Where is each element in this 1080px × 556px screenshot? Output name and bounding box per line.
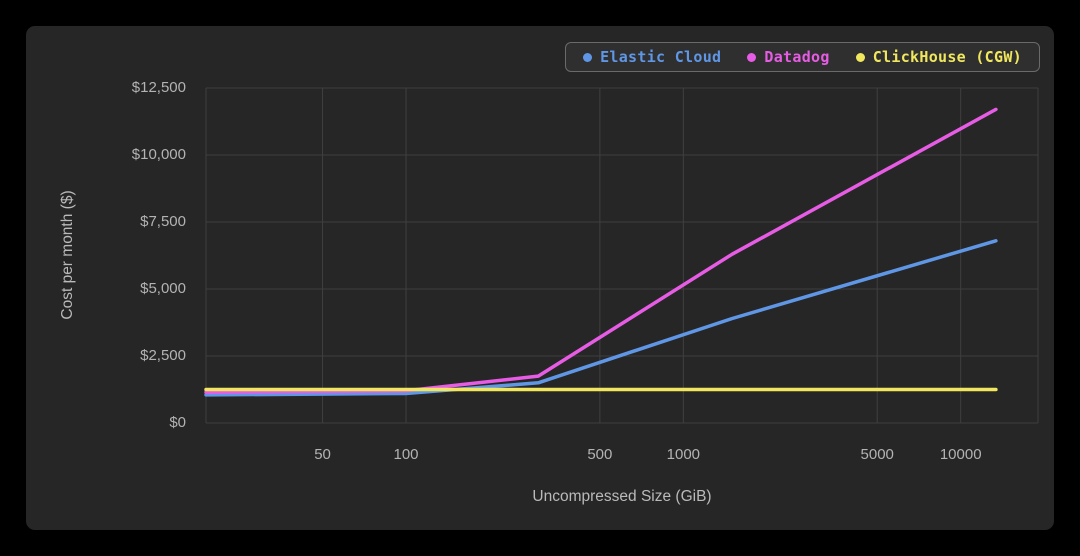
series-line-elastic-cloud <box>204 239 998 397</box>
legend-dot-clickhouse-cgw <box>855 52 865 62</box>
x-tick-label: 5000 <box>860 446 894 463</box>
y-tick-label: $2,500 <box>140 347 186 364</box>
legend-dot-datadog <box>747 52 757 62</box>
y-tick-label: $12,500 <box>131 79 186 96</box>
legend-item-elastic-cloud[interactable]: Elastic Cloud <box>583 48 721 66</box>
legend: Elastic Cloud Datadog ClickHouse (CGW) <box>565 42 1040 72</box>
plot-area <box>204 87 1039 424</box>
y-tick-label: $7,500 <box>140 213 186 230</box>
legend-item-datadog[interactable]: Datadog <box>747 48 829 66</box>
x-tick-label: 1000 <box>666 446 701 463</box>
y-axis-title: Cost per month ($) <box>59 190 76 320</box>
x-tick-label: 10000 <box>939 446 982 463</box>
y-tick-label: $10,000 <box>131 146 186 163</box>
y-tick-label: $0 <box>169 414 186 431</box>
x-tick-label: 50 <box>314 446 331 463</box>
chart-card: $0 $2,500 $5,000 $7,500 $10,000 $12,500 50 100… <box>26 26 1054 530</box>
x-tick-label: 100 <box>393 446 419 463</box>
x-axis-title: Uncompressed Size (GiB) <box>532 488 712 505</box>
y-tick-label: $5,000 <box>140 280 186 297</box>
legend-item-clickhouse-cgw[interactable]: ClickHouse (CGW) <box>855 48 1022 66</box>
legend-dot-elastic-cloud <box>583 52 593 62</box>
series-line-datadog <box>204 107 998 394</box>
legend-label-clickhouse-cgw: ClickHouse (CGW) <box>872 48 1022 66</box>
legend-label-elastic-cloud: Elastic Cloud <box>600 48 722 66</box>
x-tick-label: 500 <box>587 446 613 463</box>
legend-label-datadog: Datadog <box>764 48 830 66</box>
